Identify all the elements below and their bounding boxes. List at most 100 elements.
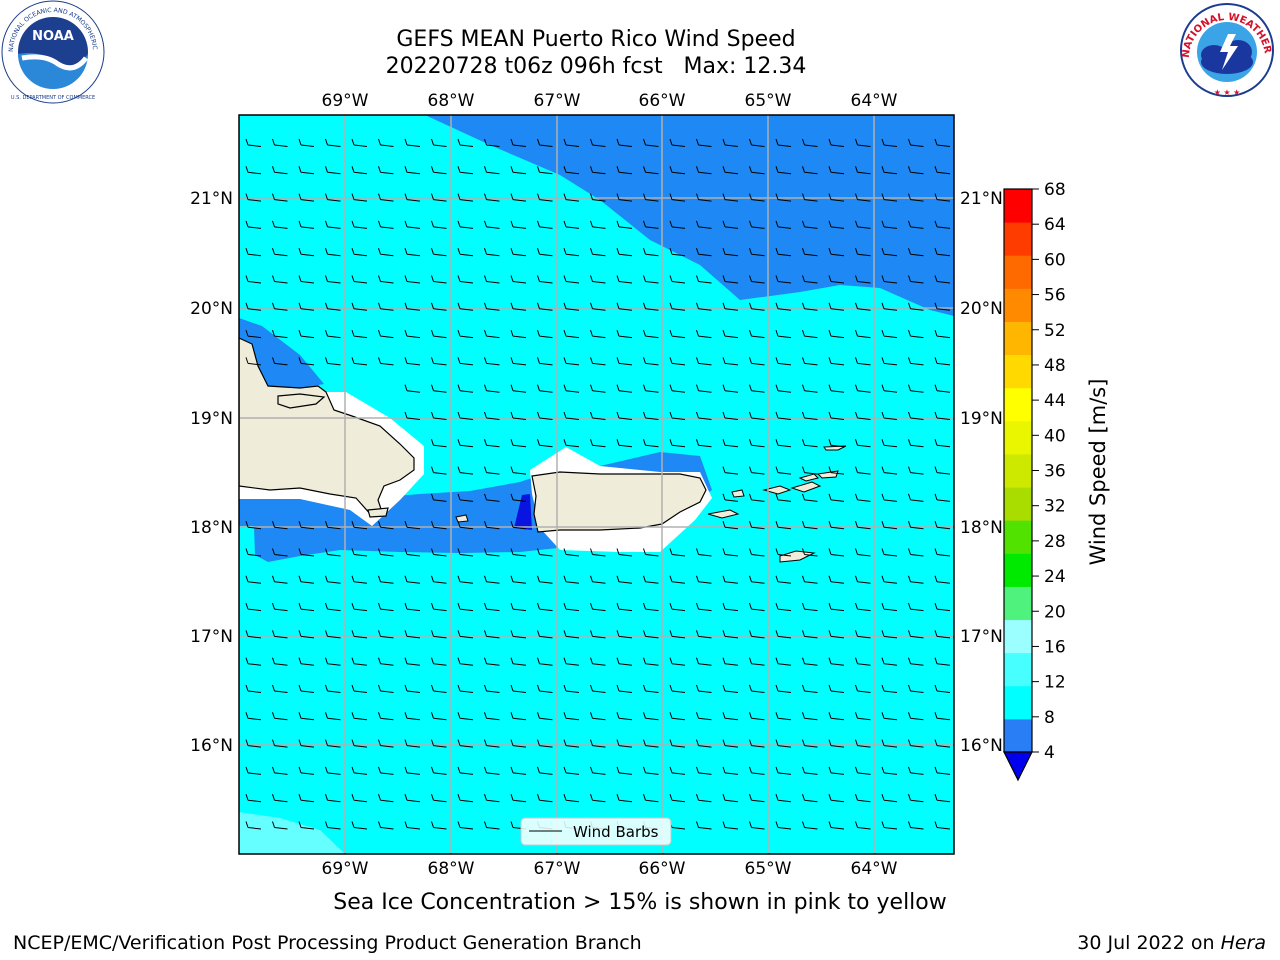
wind-barb [696,357,712,366]
wind-barb [378,684,394,693]
wind-barb [378,275,394,284]
wind-barb [590,548,606,557]
wind-barb [616,248,633,257]
wind-barb [431,439,447,448]
wind-barb [510,739,527,748]
sea-ice-note: Sea Ice Concentration > 15% is shown in … [333,890,947,915]
wind-barb [775,712,792,721]
lon-label: 69°W [322,859,369,879]
wind-barb [669,602,686,612]
wind-barb [590,329,606,339]
wind-barb [855,466,871,475]
wind-barb [616,166,633,175]
wind-barb [775,521,792,530]
lat-label: 16°N [960,736,1003,756]
colorbar-segment [1004,619,1032,654]
wind-barb [404,384,421,393]
wind-barb [616,657,633,666]
wind-barb [245,739,262,748]
wind-barb [828,411,845,420]
wind-barb [563,739,580,748]
wind-barb [325,657,341,666]
wind-barb [298,138,315,147]
wind-barb [245,220,262,229]
wind-barb [934,411,951,420]
wind-barb [404,248,421,257]
wind-barb [722,275,739,284]
wind-barb [510,466,527,475]
wind-barb [484,166,500,175]
wind-barb [510,657,527,666]
wind-barb [351,657,368,666]
wind-barb [245,248,262,257]
wind-barb [643,193,659,202]
wind-barb [245,602,262,612]
wind-barb [669,357,686,366]
wind-barb [510,602,527,612]
wind-barb [325,138,341,147]
colorbar-tick-label: 68 [1044,180,1066,200]
lon-label: 64°W [851,91,898,111]
wind-barb [616,357,633,366]
wind-barb [484,302,500,311]
wind-barb [934,821,951,830]
wind-barb [934,575,951,584]
wind-barb [775,411,792,420]
top-lon-labels: 69°W 68°W 67°W 66°W 65°W 64°W [322,91,898,111]
wind-barb [722,684,739,693]
wind-barb [722,821,739,830]
wind-speed-colorbar: 68 64 60 56 52 48 44 40 36 32 28 24 20 16 12 8 4 Wind Sp… [1003,180,1110,782]
wind-barb [404,521,421,530]
wind-barb [881,439,898,448]
wind-barb [722,248,739,257]
wind-barb [272,766,288,775]
wind-barb [378,302,394,311]
wind-barb [881,521,898,530]
wind-barb [828,384,845,393]
wind-barb [934,766,951,775]
wind-barb [457,411,474,420]
wind-barb [404,166,421,175]
wind-barb [643,602,659,612]
wind-barb [934,548,951,557]
wind-barb [457,794,474,803]
wind-barb [722,220,739,229]
wind-barb [828,493,845,502]
wind-barb [404,548,421,557]
wind-barb [431,466,447,475]
wind-barb [828,220,845,229]
wind-barb [696,766,712,775]
wind-barb [934,630,951,639]
wind-barb [590,193,606,202]
wind-barb [245,548,262,557]
wind-barb [775,248,792,257]
wind-barb [696,275,712,284]
wind-barb [431,357,447,366]
colorbar-tick-label: 52 [1044,321,1066,341]
wind-barb [881,657,898,666]
wind-barb [457,357,474,366]
wind-barb [457,248,474,257]
wind-barb [908,248,924,257]
wind-barb [537,220,553,229]
colorbar-tick-label: 28 [1044,532,1066,552]
wind-barb [881,630,898,639]
wind-barb [484,220,500,229]
wind-barb [696,329,712,339]
wind-barb [245,302,262,311]
wind-barb [510,548,527,557]
wind-barb [643,220,659,229]
wind-barb [908,220,924,229]
wind-barb [722,712,739,721]
wind-barb [881,138,898,147]
wind-barb [325,821,341,830]
wind-barb [457,657,474,666]
wind-barb [934,384,951,393]
wind-barb [272,575,288,584]
wind-barb [934,166,951,175]
wind-barb [855,302,871,311]
wind-barb [590,248,606,257]
wind-barb [881,766,898,775]
wind-barb [272,220,288,229]
wind-barb [484,794,500,803]
